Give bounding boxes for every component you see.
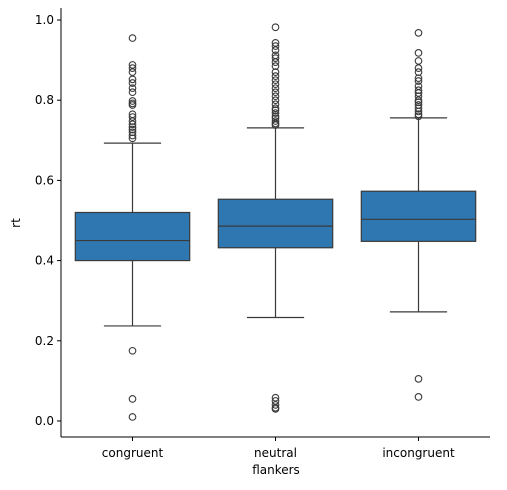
outlier-point [128, 131, 137, 140]
outlier-point [128, 101, 137, 109]
outlier-point [271, 68, 280, 76]
x-tick-label-incongruent: incongruent [382, 446, 455, 460]
outlier-point [128, 88, 137, 97]
y-tick-label: 0.2 [35, 334, 54, 348]
outlier-point [271, 62, 280, 70]
outlier-point [128, 61, 137, 69]
outlier-point [271, 405, 280, 413]
y-tick-label: 0.4 [35, 254, 54, 268]
outlier-point [414, 92, 423, 101]
outlier-point [128, 120, 137, 129]
outlier-point [271, 54, 280, 62]
outlier-point [414, 104, 423, 113]
y-tick-label: 0.6 [35, 173, 54, 187]
y-tick-label: 0.0 [35, 414, 54, 428]
outlier-point [128, 84, 137, 93]
outlier-point [271, 46, 280, 54]
outlier-point [414, 112, 423, 121]
box-group-neutral [217, 23, 334, 413]
outlier-point [128, 134, 137, 143]
outlier-point [128, 123, 137, 131]
outlier-point [128, 79, 137, 87]
outlier-point [414, 375, 423, 383]
outlier-point [414, 89, 423, 97]
y-axis-label: rt [9, 218, 23, 228]
outlier-point [271, 58, 280, 66]
x-axis-label: flankers [252, 463, 300, 477]
outlier-point [414, 98, 423, 107]
outlier-point [128, 34, 137, 42]
outlier-point [271, 72, 280, 81]
outlier-point [414, 74, 423, 83]
box-group-congruent [74, 34, 191, 421]
outlier-point [271, 100, 280, 109]
outlier-point [414, 96, 423, 105]
outlier-point [271, 92, 280, 101]
outlier-point [271, 109, 280, 117]
x-tick-label-neutral: neutral [254, 446, 297, 460]
outlier-point [271, 96, 280, 105]
outlier-point [128, 413, 137, 421]
outlier-point [271, 117, 280, 125]
outlier-point [271, 23, 280, 32]
outlier-point [128, 117, 137, 125]
outlier-point [414, 86, 423, 95]
outlier-point [271, 121, 280, 129]
outlier-point [128, 113, 137, 121]
box-group-incongruent [360, 29, 477, 401]
x-tick-label-congruent: congruent [102, 446, 164, 460]
outlier-point [128, 128, 137, 137]
outlier-point [271, 112, 280, 121]
outlier-point [414, 68, 423, 76]
y-tick-label: 0.8 [35, 93, 54, 107]
plot-area [74, 23, 477, 421]
outlier-point [414, 77, 423, 85]
iqr-box [360, 190, 477, 242]
outlier-point [128, 97, 137, 105]
outlier-point [271, 106, 280, 115]
outlier-point [128, 75, 137, 84]
outlier-point [414, 110, 423, 119]
outlier-point [271, 401, 280, 409]
outlier-point [128, 64, 137, 72]
outlier-point [271, 39, 280, 47]
outlier-point [414, 57, 423, 65]
outlier-point [414, 393, 423, 401]
outlier-point [414, 107, 423, 116]
outlier-point [271, 42, 280, 50]
outlier-point [271, 84, 280, 93]
outlier-point [128, 346, 137, 355]
outlier-point [414, 64, 423, 72]
iqr-box [74, 211, 191, 262]
iqr-box [217, 198, 334, 249]
outlier-point [271, 76, 280, 85]
outlier-point [271, 80, 280, 89]
outlier-point [128, 395, 137, 403]
outlier-point [128, 68, 137, 76]
y-tick-label: 1.0 [35, 13, 54, 27]
outlier-point [271, 88, 280, 97]
outlier-point [128, 125, 137, 134]
outlier-point [414, 49, 423, 57]
outlier-point [414, 29, 423, 37]
outlier-point [271, 104, 280, 113]
outlier-point [271, 393, 280, 402]
